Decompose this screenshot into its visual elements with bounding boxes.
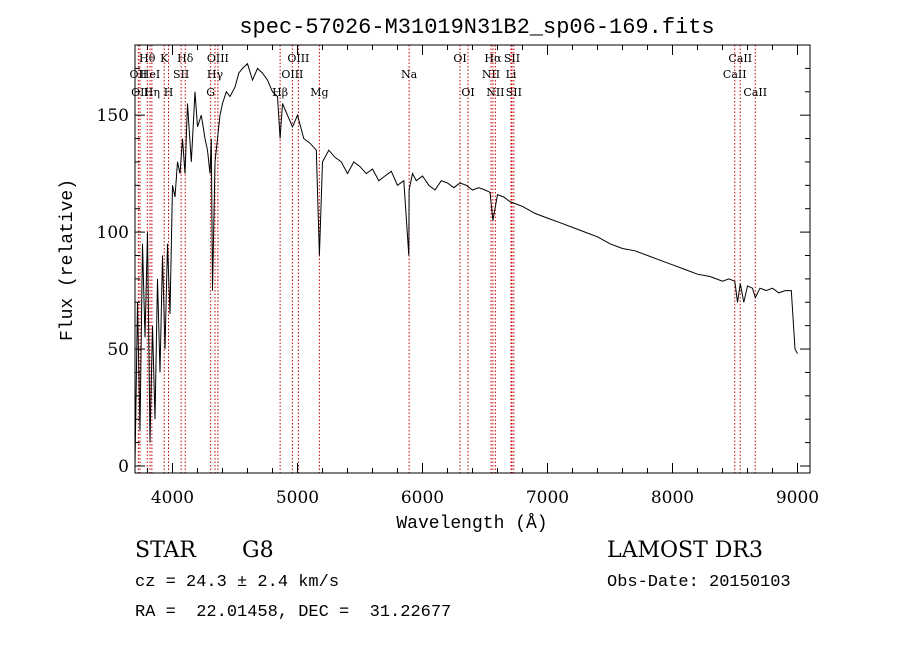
- line-label: Hα: [484, 52, 502, 65]
- line-label: NII: [482, 68, 500, 81]
- line-label: OI: [461, 86, 474, 99]
- survey-name: LAMOST DR3: [607, 538, 763, 563]
- line-label: CaII: [743, 86, 767, 99]
- line-label: Mg: [310, 86, 328, 99]
- line-label: H: [164, 86, 174, 99]
- y-tick-label: 100: [97, 223, 129, 243]
- object-class: STAR: [135, 538, 196, 563]
- x-tick-label: 9000: [776, 488, 819, 508]
- line-label: OI: [453, 52, 466, 65]
- line-label: SII: [506, 86, 522, 99]
- x-tick-label: 7000: [526, 488, 569, 508]
- y-axis: 0 50 100 150: [97, 67, 810, 477]
- line-label: HeI: [140, 68, 160, 81]
- line-label: OII: [131, 86, 149, 99]
- line-label: NII: [486, 86, 504, 99]
- line-label: Li: [506, 68, 517, 81]
- x-tick-label: 6000: [401, 488, 444, 508]
- y-tick-label: 150: [97, 106, 129, 126]
- y-tick-label: 50: [107, 340, 129, 360]
- line-label: OIII: [281, 68, 303, 81]
- y-axis-label: Flux (relative): [58, 179, 78, 341]
- line-label: CaII: [723, 68, 747, 81]
- redshift-value: cz = 24.3 ± 2.4 km/s: [135, 573, 340, 592]
- line-label: OIII: [207, 52, 229, 65]
- observation-date: Obs-Date: 20150103: [607, 573, 791, 592]
- line-label: K: [160, 52, 169, 65]
- line-label: Hθ: [139, 52, 156, 65]
- x-axis: 4000 5000 6000 7000 8000 9000: [147, 45, 819, 508]
- line-label: CaII: [728, 52, 752, 65]
- plot-frame: [134, 44, 811, 474]
- line-label: Hγ: [207, 68, 224, 81]
- line-label: OII: [130, 68, 148, 81]
- line-label: SII: [173, 68, 189, 81]
- x-tick-label: 5000: [276, 488, 319, 508]
- line-label: Hη: [144, 86, 160, 99]
- line-label: Na: [401, 68, 418, 81]
- coordinates: RA = 22.01458, DEC = 31.22677: [135, 603, 452, 622]
- x-tick-label: 4000: [151, 488, 194, 508]
- chart-title: spec-57026-M31019N31B2_sp06-169.fits: [239, 15, 714, 40]
- line-label: Hδ: [177, 52, 194, 65]
- line-label: OIII: [287, 52, 309, 65]
- emission-line-markers: [137, 45, 756, 473]
- y-tick-label: 0: [118, 457, 129, 477]
- x-axis-label: Wavelength (Å): [396, 513, 547, 534]
- flux-series-line: [134, 62, 798, 467]
- line-label: G: [206, 86, 215, 99]
- line-label: Hβ: [272, 86, 288, 99]
- spectral-subclass: G8: [242, 538, 274, 563]
- line-label: SII: [504, 52, 520, 65]
- x-tick-label: 8000: [651, 488, 694, 508]
